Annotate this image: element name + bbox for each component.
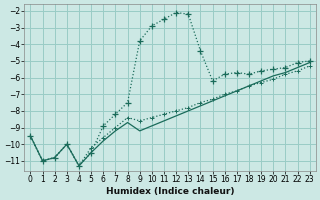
X-axis label: Humidex (Indice chaleur): Humidex (Indice chaleur) — [106, 187, 234, 196]
